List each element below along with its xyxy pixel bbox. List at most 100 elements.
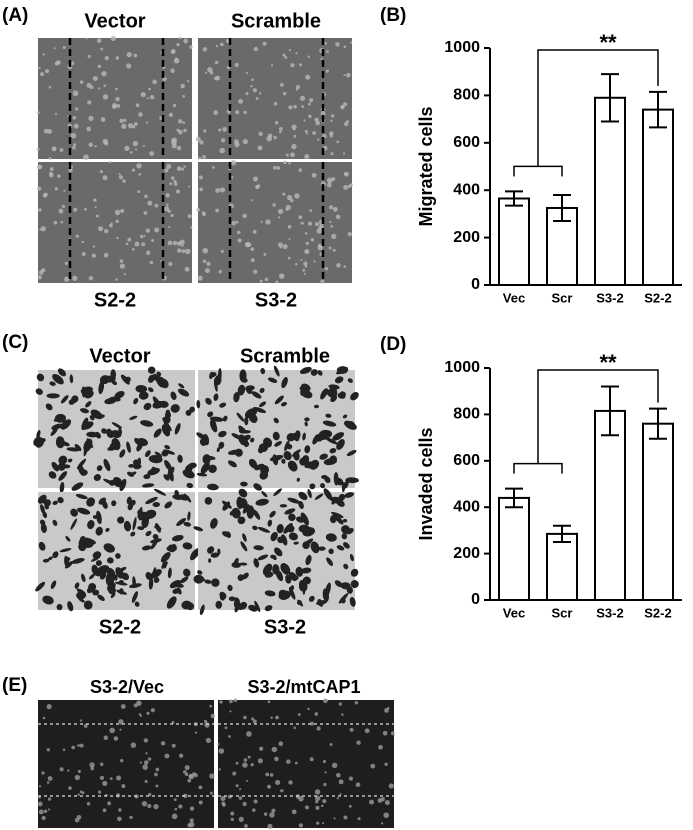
cell [280,401,287,407]
panel-label: (B) [380,5,406,26]
cell [237,574,245,581]
cell [343,265,347,268]
cell [52,373,64,385]
cell [173,179,177,183]
cell [262,41,267,46]
cell [181,600,192,610]
cell [176,166,182,172]
cell [304,265,308,268]
cell [245,779,248,782]
cell [50,580,57,589]
cell [54,61,59,66]
cell [119,263,125,269]
cell [174,57,178,61]
cell [313,260,316,263]
cell [98,87,101,90]
cell [49,171,53,176]
cell [163,206,170,212]
cell [343,542,350,549]
bracket [537,49,659,167]
cell [331,233,337,240]
cell [164,168,169,173]
cell [282,91,287,96]
cell [145,571,153,581]
cell [154,772,158,777]
cell [286,195,293,201]
cell [133,122,138,127]
cell [75,493,88,500]
cell [348,776,354,781]
cell [186,482,194,489]
cell [197,275,203,281]
cell [242,801,247,807]
cell [324,266,329,271]
cell [320,279,325,284]
cell [86,497,96,507]
cell [119,566,127,572]
cell [190,548,200,561]
cell [94,144,97,148]
cell [260,367,266,375]
cell [287,460,298,472]
cell [341,533,348,540]
cell [330,114,335,118]
cell [228,735,231,738]
cell [189,45,193,49]
cell [166,596,177,609]
cell [380,797,385,802]
cell [188,773,195,780]
cell [43,192,48,197]
cell [320,57,323,60]
bracket [513,165,563,177]
cell [292,432,300,442]
cell [296,477,300,482]
cell [229,699,233,704]
cell [37,801,43,807]
cell [182,469,195,479]
cell [180,83,185,89]
cell [213,393,219,402]
cell [79,743,84,748]
cell [210,518,218,529]
cell [199,604,205,615]
cell [338,779,344,785]
cell [155,767,160,772]
cell [238,816,244,822]
cell [118,173,121,176]
cell [70,132,77,139]
cell [71,745,76,750]
cell [119,118,124,123]
cell [330,496,344,504]
cell [250,437,255,443]
cell [302,576,311,585]
cell [149,94,155,100]
cell [265,772,270,777]
cell [51,423,63,430]
cell [344,492,355,498]
cell [297,713,301,717]
cell [270,716,273,719]
cell [89,85,94,90]
cell [296,600,302,606]
cell [304,129,308,133]
cell [151,239,155,243]
cell [239,430,251,434]
cell [74,582,80,589]
cell [131,471,137,476]
micrograph [35,488,200,612]
cell [260,220,263,223]
cell [339,391,346,398]
cell [218,748,225,754]
cell [283,523,293,534]
cell [171,534,184,542]
cell [205,71,208,74]
cell [258,443,268,452]
cell [177,129,183,135]
cell [105,572,115,587]
cell [97,64,102,69]
cell [161,424,171,437]
annotation: ** [599,350,617,375]
cell [171,50,175,54]
cell [185,248,191,255]
